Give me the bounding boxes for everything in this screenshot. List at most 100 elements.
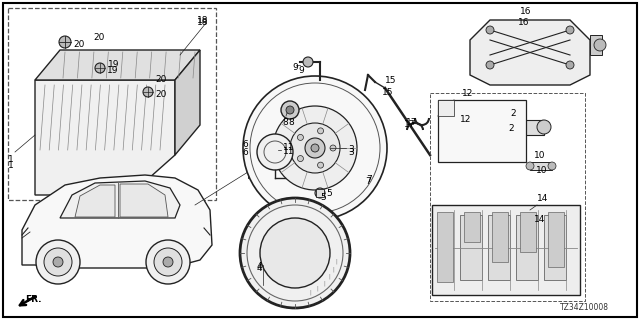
Bar — [492, 120, 544, 135]
Circle shape — [548, 162, 556, 170]
Bar — [516, 215, 538, 280]
Circle shape — [143, 87, 153, 97]
Circle shape — [298, 134, 303, 140]
Text: 5: 5 — [320, 193, 326, 202]
Text: TZ34Z10008: TZ34Z10008 — [560, 303, 609, 312]
Text: 18: 18 — [197, 18, 209, 27]
Text: 14: 14 — [534, 215, 545, 224]
Circle shape — [330, 145, 336, 151]
Text: 10: 10 — [536, 166, 547, 175]
Text: 11: 11 — [283, 143, 294, 152]
Text: 2: 2 — [508, 124, 514, 133]
Circle shape — [526, 162, 534, 170]
Bar — [548, 212, 564, 267]
Bar — [492, 212, 508, 262]
Polygon shape — [175, 50, 200, 155]
Text: 16: 16 — [520, 7, 531, 16]
Text: 9: 9 — [292, 63, 298, 72]
Bar — [438, 100, 526, 162]
Circle shape — [594, 39, 606, 51]
Polygon shape — [120, 184, 168, 217]
Circle shape — [240, 198, 350, 308]
Text: 8: 8 — [282, 118, 288, 127]
Bar — [488, 215, 510, 280]
Text: 14: 14 — [537, 194, 548, 203]
Circle shape — [486, 61, 494, 69]
Text: 12: 12 — [460, 115, 472, 124]
Circle shape — [154, 248, 182, 276]
Polygon shape — [22, 175, 212, 268]
Circle shape — [486, 26, 494, 34]
Bar — [8, 8, 216, 200]
Text: 6: 6 — [242, 148, 248, 157]
Circle shape — [303, 57, 313, 67]
Circle shape — [290, 123, 340, 173]
Circle shape — [243, 76, 387, 220]
Bar — [460, 215, 482, 280]
Text: 16: 16 — [518, 18, 529, 27]
Text: |: | — [317, 285, 319, 291]
Circle shape — [317, 128, 324, 134]
Circle shape — [257, 134, 293, 170]
Bar — [316, 189, 324, 197]
Circle shape — [315, 188, 325, 198]
Bar — [432, 205, 580, 295]
Text: 18: 18 — [197, 16, 209, 25]
Circle shape — [36, 240, 80, 284]
Text: 6: 6 — [242, 140, 248, 149]
Circle shape — [95, 63, 105, 73]
Text: 10: 10 — [534, 151, 545, 160]
Circle shape — [566, 61, 574, 69]
Circle shape — [273, 106, 357, 190]
Circle shape — [317, 162, 324, 168]
Polygon shape — [35, 80, 175, 195]
Bar — [530, 162, 552, 170]
Text: 8: 8 — [288, 118, 294, 127]
Text: 5: 5 — [326, 188, 332, 197]
Text: 20: 20 — [155, 75, 166, 84]
Circle shape — [305, 138, 325, 158]
Circle shape — [53, 257, 63, 267]
Text: 4: 4 — [257, 262, 262, 271]
Circle shape — [44, 248, 72, 276]
Circle shape — [566, 26, 574, 34]
Text: 9: 9 — [298, 66, 304, 75]
Text: 4: 4 — [257, 264, 262, 273]
Bar — [430, 93, 585, 301]
Circle shape — [281, 101, 299, 119]
Text: |: | — [323, 280, 325, 286]
Bar — [248, 160, 262, 178]
Circle shape — [163, 257, 173, 267]
Bar — [438, 100, 454, 116]
Bar — [464, 212, 480, 242]
Text: |: | — [309, 289, 311, 295]
Text: 7: 7 — [366, 175, 372, 184]
Text: 19: 19 — [108, 60, 120, 69]
Circle shape — [260, 218, 330, 288]
Text: 2: 2 — [510, 109, 516, 118]
Text: 7: 7 — [365, 177, 371, 186]
Circle shape — [146, 240, 190, 284]
Circle shape — [59, 36, 71, 48]
Bar — [590, 35, 602, 55]
Bar — [437, 212, 453, 282]
Text: 15: 15 — [382, 88, 394, 97]
Polygon shape — [470, 20, 590, 85]
Text: |: | — [329, 274, 330, 279]
Text: 1: 1 — [8, 161, 13, 170]
Circle shape — [298, 156, 303, 162]
Circle shape — [311, 144, 319, 152]
Text: 11: 11 — [283, 147, 294, 156]
Text: 3: 3 — [348, 148, 354, 157]
Text: 1: 1 — [8, 155, 13, 164]
Text: FR.: FR. — [25, 295, 42, 305]
Text: |: | — [335, 259, 337, 264]
Text: 20: 20 — [93, 33, 104, 42]
Circle shape — [485, 120, 499, 134]
Text: 15: 15 — [385, 76, 397, 85]
Polygon shape — [75, 185, 115, 217]
Text: 17: 17 — [406, 118, 417, 127]
Text: |: | — [333, 267, 335, 272]
Text: 12: 12 — [462, 89, 474, 98]
Text: 20: 20 — [73, 40, 84, 49]
